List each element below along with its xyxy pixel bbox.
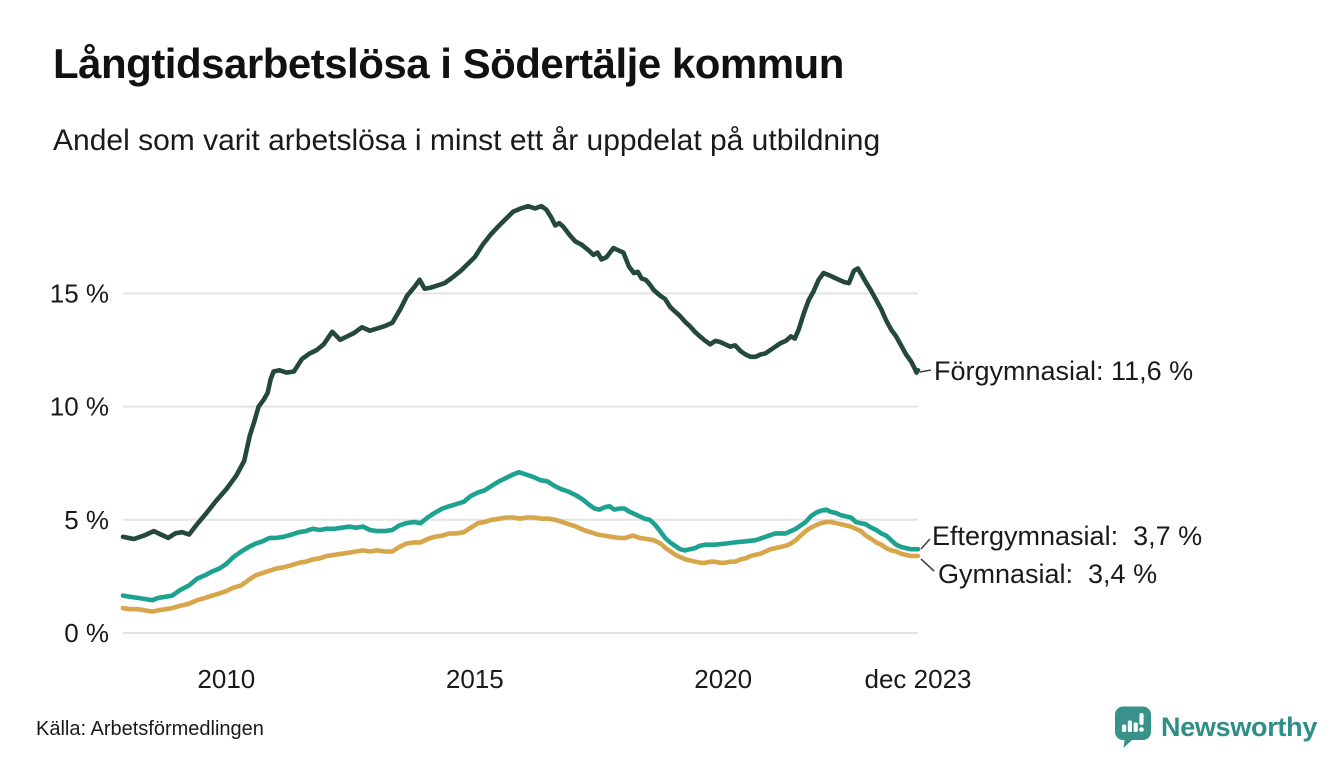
series-label-gymnasial: Gymnasial: 3,4 % (938, 559, 1158, 589)
y-tick-label: 10 % (50, 392, 109, 422)
newsworthy-wordmark: Newsworthy (1161, 712, 1318, 742)
gridlines (123, 292, 918, 634)
x-tick-label: dec 2023 (865, 664, 972, 694)
x-tick-label: 2015 (446, 664, 504, 694)
newsworthy-logo: Newsworthy (1115, 706, 1317, 749)
series-line-gymnasial (120, 515, 921, 614)
series-line-förgymnasial (120, 203, 921, 542)
connector-gymnasial (920, 558, 935, 572)
axis-labels: 0 % 5 % 10 % 15 % 2010 2015 2020 dec 2023 (50, 278, 972, 694)
series-label-eftergymnasial: Eftergymnasial: 3,7 % (932, 521, 1203, 551)
x-tick-label: 2020 (694, 664, 752, 694)
page-subtitle: Andel som varit arbetslösa i minst ett å… (53, 124, 881, 157)
y-tick-label: 5 % (64, 505, 109, 535)
series-label-forgymnasial: Förgymnasial: 11,6 % (934, 356, 1194, 386)
connector-eftergymnasial (920, 538, 931, 550)
series-lines (120, 203, 921, 614)
newsworthy-icon (1115, 706, 1151, 748)
x-tick-label: 2010 (197, 664, 255, 694)
y-tick-label: 15 % (50, 278, 109, 308)
y-tick-label: 0 % (64, 618, 109, 648)
series-line-eftergymnasial (120, 469, 921, 603)
connector-forgymnasial (919, 369, 932, 373)
source-note: Källa: Arbetsförmedlingen (36, 718, 264, 740)
label-connectors (919, 369, 935, 572)
page-title: Långtidsarbetslösa i Södertälje kommun (53, 40, 844, 87)
